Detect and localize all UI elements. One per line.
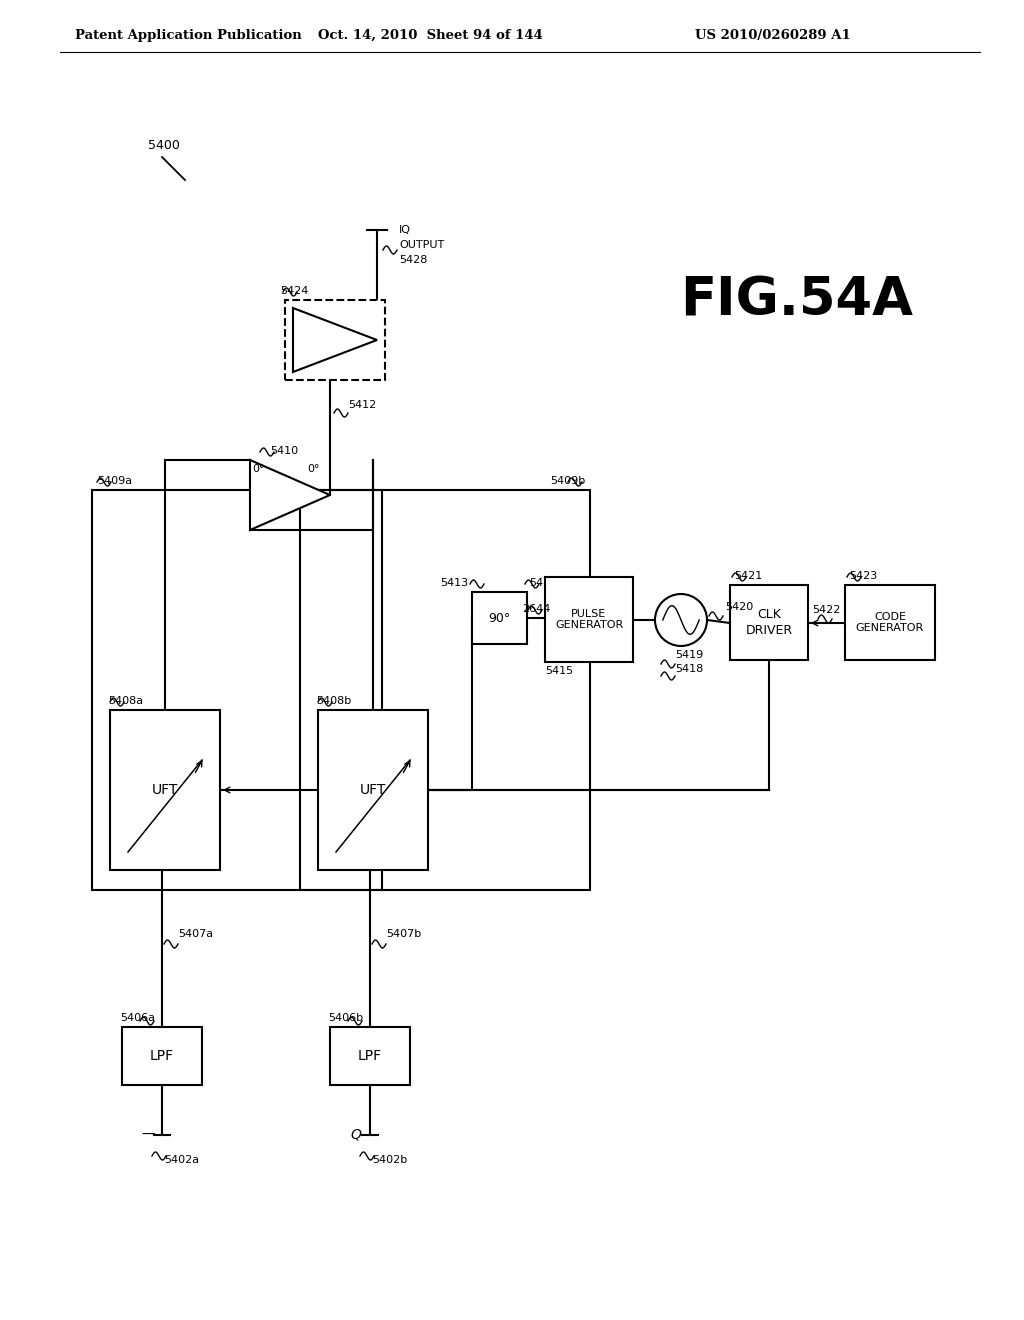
Text: 5400: 5400	[148, 139, 180, 152]
Text: 5408a: 5408a	[108, 696, 143, 706]
Text: 0°: 0°	[252, 465, 264, 474]
Text: Q: Q	[350, 1129, 361, 1142]
Bar	[300, 490, 590, 890]
Polygon shape	[250, 459, 330, 531]
Text: 5409b: 5409b	[550, 477, 585, 486]
Text: IQ: IQ	[399, 224, 411, 235]
Text: UFT: UFT	[152, 783, 178, 797]
Text: 5415: 5415	[545, 667, 573, 676]
Text: UFT: UFT	[359, 783, 386, 797]
Text: 5421: 5421	[734, 572, 762, 581]
Text: LPF: LPF	[358, 1049, 382, 1063]
Bar	[285, 300, 385, 380]
Bar	[545, 577, 633, 663]
Text: CODE
GENERATOR: CODE GENERATOR	[856, 611, 924, 634]
Text: 5420: 5420	[725, 602, 754, 612]
Text: 5402a: 5402a	[164, 1155, 199, 1166]
Text: 5413: 5413	[440, 578, 468, 587]
Text: 5428: 5428	[399, 255, 427, 265]
Bar	[110, 710, 220, 870]
Text: Patent Application Publication: Patent Application Publication	[75, 29, 302, 41]
Text: 5406b: 5406b	[328, 1012, 364, 1023]
Text: 5418: 5418	[675, 664, 703, 675]
Text: CLK
DRIVER: CLK DRIVER	[745, 609, 793, 636]
Text: Oct. 14, 2010  Sheet 94 of 144: Oct. 14, 2010 Sheet 94 of 144	[317, 29, 543, 41]
Bar	[730, 585, 808, 660]
Text: PULSE
GENERATOR: PULSE GENERATOR	[555, 609, 624, 630]
Text: OUTPUT: OUTPUT	[399, 240, 444, 249]
Text: 5414: 5414	[529, 578, 557, 587]
Text: 5406a: 5406a	[120, 1012, 155, 1023]
Text: 90°: 90°	[488, 611, 511, 624]
Text: 5423: 5423	[849, 572, 878, 581]
Text: 5422: 5422	[812, 605, 840, 615]
Bar	[330, 1027, 410, 1085]
Bar	[318, 710, 428, 870]
Text: —: —	[141, 1129, 155, 1142]
Bar	[92, 490, 382, 890]
Text: 5408b: 5408b	[316, 696, 351, 706]
Text: 5410: 5410	[270, 446, 298, 455]
Polygon shape	[293, 308, 377, 372]
Text: 5407a: 5407a	[178, 929, 213, 939]
Text: 5419: 5419	[675, 649, 703, 660]
Bar	[472, 591, 527, 644]
Bar	[122, 1027, 202, 1085]
Text: US 2010/0260289 A1: US 2010/0260289 A1	[695, 29, 851, 41]
Circle shape	[655, 594, 707, 645]
Text: 5409a: 5409a	[97, 477, 132, 486]
Text: 2644: 2644	[522, 605, 550, 614]
Text: 0°: 0°	[307, 465, 319, 474]
Bar	[845, 585, 935, 660]
Text: 5424: 5424	[280, 286, 308, 296]
Text: 5412: 5412	[348, 400, 376, 411]
Text: 5407b: 5407b	[386, 929, 421, 939]
Text: LPF: LPF	[150, 1049, 174, 1063]
Text: FIG.54A: FIG.54A	[680, 275, 913, 326]
Text: 5402b: 5402b	[372, 1155, 408, 1166]
